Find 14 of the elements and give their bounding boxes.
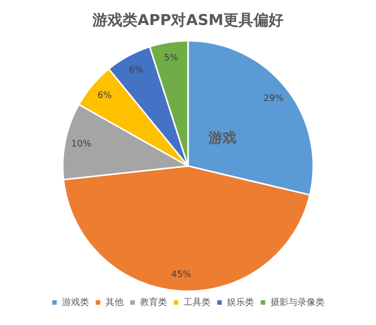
legend-label: 教育类 [140,296,167,308]
legend-label: 娱乐类 [227,296,254,308]
text: 游戏 [207,130,236,146]
legend-label: 工具类 [184,296,210,308]
data-label: 29% [263,94,284,104]
legend-label: 其他 [106,296,124,308]
data-label: 6% [128,66,144,76]
data-label: 45% [171,270,192,280]
legend-label: 摄影与录像类 [270,296,324,308]
data-label: 10% [71,139,92,150]
data-label: 6% [98,91,112,102]
chart-title: 游戏类APP对ASM更具偏好 [92,10,284,29]
legend-label: 游戏类 [62,296,89,308]
data-label: 5% [164,54,179,64]
